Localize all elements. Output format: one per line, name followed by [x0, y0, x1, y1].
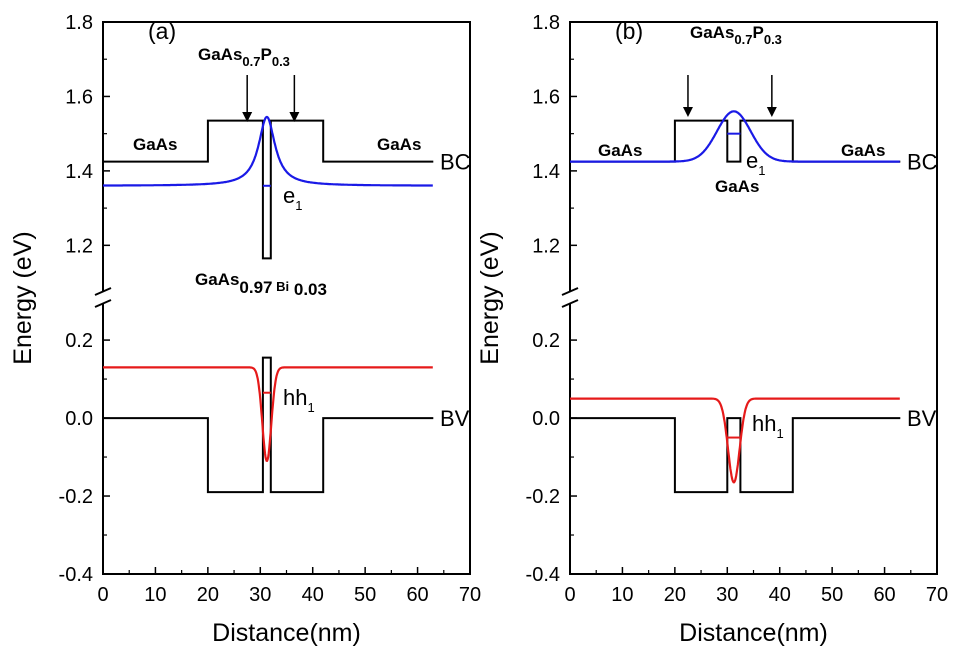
axis-break-gap [567, 291, 573, 304]
x-tick-label: 0 [97, 584, 108, 606]
electron-level-label: e1 [283, 183, 302, 213]
right-region-label: GaAs [377, 135, 421, 154]
panel-a: 0 10 20 30 40 50 60 70 1.2 1.4 1.6 1.8 -0.4 -0.2 0.0 0.… [9, 12, 481, 647]
label-subscript: 1 [776, 426, 783, 441]
hole-level-label: hh1 [283, 385, 315, 415]
y-tick-label: 0.2 [65, 330, 93, 352]
panel-label: (b) [615, 18, 643, 44]
conduction-band-profile [570, 119, 901, 163]
x-tick-label: 70 [926, 584, 948, 606]
y-axis-title: Energy (eV) [476, 231, 504, 364]
label-subscript: 0.3 [272, 54, 290, 69]
electron-level-label: e1 [746, 148, 765, 178]
label-mid: P [753, 23, 764, 42]
axis-break-mark [94, 299, 112, 308]
label-subscript: 0.03 [289, 280, 327, 299]
y-tick-label: 1.8 [65, 12, 93, 34]
arrow-head [289, 112, 300, 122]
x-tick-label: 60 [873, 584, 895, 606]
well-region-label: GaAs [715, 177, 759, 196]
label-subscript: 0.3 [764, 32, 782, 47]
label-mid: P [261, 45, 272, 64]
x-tick-label: 0 [564, 584, 575, 606]
panel-label: (a) [148, 18, 176, 44]
y-tick-label: 0.2 [532, 330, 560, 352]
label-subscript: 0.97 [239, 278, 272, 297]
x-tick-label: 10 [144, 584, 166, 606]
x-tick-label: 40 [302, 584, 324, 606]
left-region-label: GaAs [133, 135, 177, 154]
axis-break-gap [100, 291, 106, 304]
conduction-band-label: BC [440, 150, 471, 175]
x-tick-label: 50 [821, 584, 843, 606]
label-main: GaAs [690, 23, 734, 42]
label-main: hh [752, 411, 776, 436]
valence-band-profile [570, 417, 901, 494]
electron-wavefunction [570, 110, 900, 163]
conduction-band-profile [103, 119, 434, 260]
x-tick-label: 60 [406, 584, 428, 606]
label-main: hh [283, 385, 307, 410]
panel-b: 0 10 20 30 40 50 60 70 1.2 1.4 1.6 1.8 -0.4 -0.2 0.0 0.… [476, 12, 948, 647]
label-main: e [746, 148, 758, 173]
y-tick-label: -0.4 [526, 564, 560, 586]
left-region-label: GaAs [598, 141, 642, 160]
y-tick-label: 0.0 [65, 408, 93, 430]
x-tick-label: 70 [459, 584, 481, 606]
y-tick-label: -0.2 [59, 486, 93, 508]
y-tick-label: 1.8 [532, 12, 560, 34]
y-tick-label: 1.4 [532, 161, 560, 183]
hole-wavefunction [570, 397, 900, 484]
hole-level-label: hh1 [752, 411, 784, 441]
x-tick-label: 10 [611, 584, 633, 606]
electron-wavefunction [103, 115, 433, 187]
axis-break-mark [561, 299, 579, 308]
y-tick-label: 1.6 [532, 86, 560, 108]
label-mid: Bi [273, 279, 290, 294]
x-tick-label: 50 [354, 584, 376, 606]
conduction-band-label: BC [907, 150, 938, 175]
right-region-label: GaAs [841, 141, 885, 160]
label-main: GaAs [198, 45, 242, 64]
valence-band-profile [103, 356, 434, 494]
y-tick-label: 1.2 [532, 235, 560, 257]
x-tick-label: 30 [716, 584, 738, 606]
label-main: e [283, 183, 295, 208]
hole-wavefunction [103, 366, 433, 462]
axis-break-mark [94, 287, 112, 296]
y-tick-label: 1.4 [65, 161, 93, 183]
y-axis-title: Energy (eV) [9, 231, 37, 364]
y-tick-label: -0.2 [526, 486, 560, 508]
axis-break-mark [561, 287, 579, 296]
label-subscript: 0.7 [242, 54, 260, 69]
label-subscript: 0.7 [734, 32, 752, 47]
label-subscript: 1 [758, 163, 765, 178]
valence-band-label: BV [907, 406, 937, 431]
x-tick-label: 20 [664, 584, 686, 606]
y-tick-label: -0.4 [59, 564, 93, 586]
x-axis-title: Distance(nm) [212, 619, 361, 647]
x-tick-label: 30 [249, 584, 271, 606]
top-region-label: GaAs0.7P0.3 [690, 23, 782, 47]
arrow-head [766, 107, 777, 117]
label-main: GaAs [195, 270, 239, 289]
x-axis-title: Distance(nm) [679, 619, 828, 647]
y-tick-label: 1.6 [65, 86, 93, 108]
y-tick-label: 0.0 [532, 408, 560, 430]
top-region-label: GaAs0.7P0.3 [198, 45, 290, 69]
y-tick-label: 1.2 [65, 235, 93, 257]
arrow-head [682, 107, 693, 117]
x-tick-label: 20 [197, 584, 219, 606]
well-region-label: GaAs0.97 Bi 0.03 [195, 270, 327, 299]
x-tick-label: 40 [769, 584, 791, 606]
label-subscript: 1 [295, 198, 302, 213]
arrow-head [242, 112, 253, 122]
label-main: GaAs [715, 177, 759, 196]
valence-band-label: BV [440, 406, 470, 431]
label-subscript: 1 [307, 400, 314, 415]
